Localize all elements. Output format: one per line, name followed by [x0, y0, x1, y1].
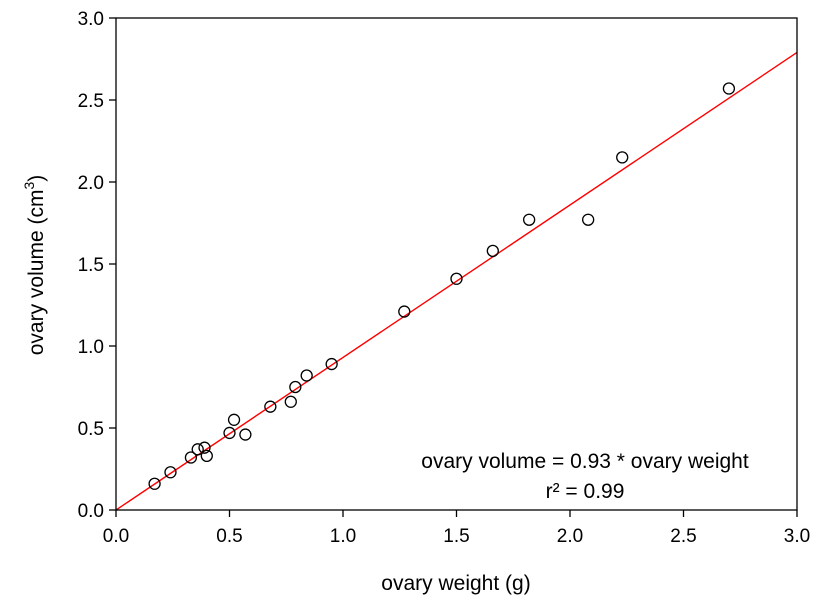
data-point: [223, 426, 236, 440]
y-axis-label: ovary volume (cm3): [21, 175, 48, 356]
data-point: [239, 428, 252, 441]
data-point: [300, 369, 313, 382]
x-axis-label: ovary weight (g): [381, 572, 530, 595]
x-tick-label: 0.0: [103, 526, 129, 547]
data-points-layer: [148, 82, 736, 490]
x-tick-label: 2.5: [670, 526, 696, 547]
data-point: [198, 441, 211, 454]
y-axis-label-main: ovary volume (cm: [25, 190, 48, 356]
data-point: [486, 244, 499, 258]
regression-equation: ovary volume = 0.93 * ovary weight: [421, 450, 749, 473]
y-tick-label: 2.0: [78, 173, 104, 194]
regression-line: [115, 51, 798, 511]
data-point: [722, 82, 736, 95]
x-tick-label: 0.5: [216, 526, 242, 547]
data-point: [264, 400, 277, 413]
data-point: [200, 449, 213, 463]
fit-line-layer: [115, 51, 798, 511]
data-point: [227, 413, 241, 426]
y-tick-label: 2.5: [78, 91, 104, 112]
data-point: [325, 357, 338, 371]
data-point: [582, 213, 595, 226]
data-point: [191, 443, 204, 456]
y-tick-label: 1.0: [78, 337, 104, 358]
y-axis-label-superscript: 3: [21, 182, 37, 190]
x-axis-ticks: 0.0 0.5 1.0 1.5 2.0 2.5 3.0: [103, 510, 810, 547]
data-point: [450, 272, 463, 285]
y-tick-label: 1.5: [78, 255, 104, 276]
x-tick-label: 2.0: [557, 526, 583, 547]
data-point: [616, 151, 629, 164]
y-tick-label: 3.0: [78, 9, 104, 30]
x-tick-label: 1.0: [330, 526, 356, 547]
data-point: [284, 395, 297, 408]
data-point: [289, 380, 302, 394]
data-point: [164, 466, 177, 479]
x-tick-label: 1.5: [443, 526, 469, 547]
y-tick-label: 0.5: [78, 419, 104, 440]
r-squared-label: r² = 0.99: [546, 480, 625, 503]
y-axis-ticks: 0.0 0.5 1.0 1.5 2.0 2.5 3.0: [78, 9, 116, 522]
data-point: [522, 213, 536, 226]
data-point: [398, 305, 411, 318]
x-tick-label: 3.0: [784, 526, 810, 547]
plot-area-frame: [115, 17, 798, 511]
y-axis-label-close: ): [25, 175, 48, 182]
data-point: [148, 477, 161, 490]
data-point: [184, 451, 198, 464]
y-tick-label: 0.0: [78, 501, 104, 522]
